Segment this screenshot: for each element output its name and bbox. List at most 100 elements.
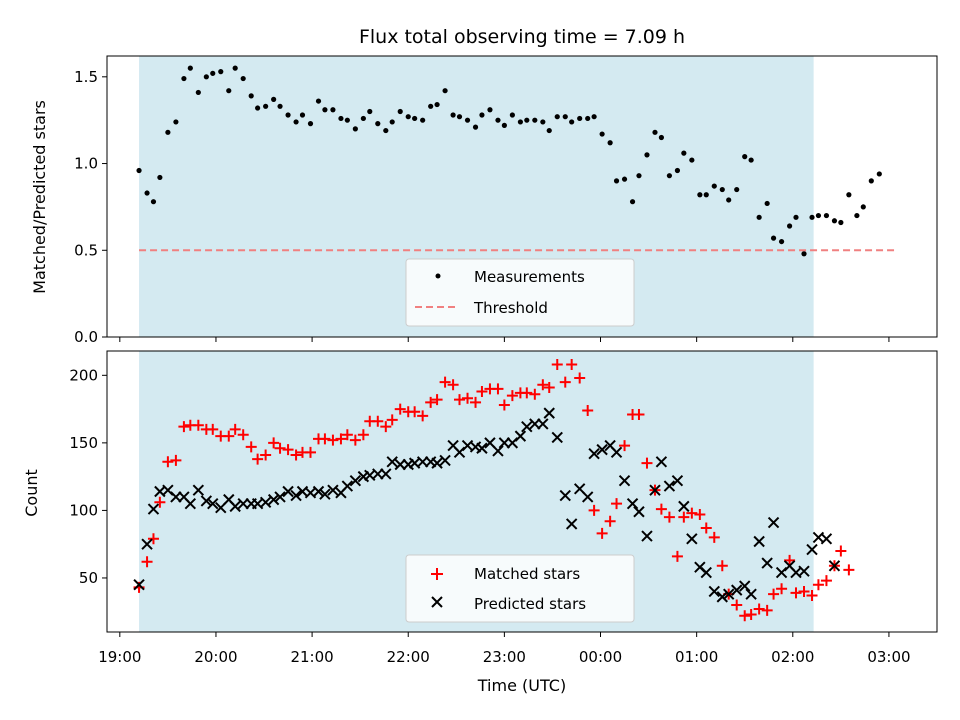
matched-legend-label: Matched stars bbox=[474, 565, 580, 583]
bottom-predicted-point bbox=[439, 454, 451, 467]
bottom-predicted-point bbox=[431, 457, 443, 469]
bottom-predicted-point bbox=[133, 579, 145, 591]
predicted-legend-label: Predicted stars bbox=[474, 595, 586, 613]
top-measurement-point bbox=[472, 124, 479, 130]
bottom-matched-point bbox=[319, 433, 331, 445]
top-measurement-point bbox=[330, 107, 336, 113]
top-measurement-point bbox=[420, 117, 426, 123]
bottom-y-axis-label: Count bbox=[22, 469, 41, 517]
bottom-predicted-point bbox=[700, 566, 712, 579]
bottom-matched-point bbox=[357, 429, 369, 441]
bottom-matched-point bbox=[476, 386, 488, 398]
bottom-predicted-point bbox=[192, 484, 205, 496]
top-measurement-point bbox=[255, 105, 261, 111]
top-legend: Measurements Threshold bbox=[405, 258, 635, 327]
bottom-matched-point bbox=[671, 550, 683, 562]
top-measurement-point bbox=[360, 115, 366, 122]
top-measurement-point bbox=[613, 178, 620, 184]
bottom-y-tick-label: 150 bbox=[69, 434, 98, 452]
top-measurement-point bbox=[689, 157, 695, 163]
bottom-matched-point bbox=[521, 387, 533, 399]
top-measurement-point bbox=[644, 152, 650, 158]
top-measurement-point bbox=[150, 199, 157, 205]
bottom-predicted-point bbox=[476, 442, 488, 454]
bottom-matched-point bbox=[739, 610, 751, 622]
top-measurement-point bbox=[868, 178, 874, 184]
bottom-predicted-point bbox=[678, 500, 690, 513]
bottom-matched-point bbox=[551, 359, 563, 371]
bottom-predicted-point bbox=[551, 431, 563, 444]
bottom-matched-point bbox=[327, 434, 339, 446]
bottom-predicted-point bbox=[649, 484, 661, 496]
bottom-predicted-point bbox=[722, 588, 735, 600]
x-axis-ticks: 19:00 20:00 21:00 22:00 23:00 00:00 01:00 02:00… bbox=[98, 337, 911, 666]
top-measurement-point bbox=[195, 89, 201, 96]
top-measurement-point bbox=[860, 204, 866, 210]
top-y-tick-label: 0.0 bbox=[74, 328, 98, 346]
bottom-matched-point bbox=[812, 579, 824, 591]
top-measurement-point bbox=[786, 223, 793, 229]
bottom-predicted-point bbox=[641, 530, 653, 542]
top-measurement-point bbox=[726, 197, 732, 203]
bottom-predicted-point bbox=[341, 480, 354, 492]
top-measurement-point bbox=[412, 115, 418, 122]
bottom-matched-point bbox=[372, 415, 384, 427]
top-measurement-point bbox=[666, 173, 673, 179]
bottom-y-tick-label: 200 bbox=[69, 366, 98, 384]
top-measurement-point bbox=[742, 154, 748, 160]
bottom-matched-point bbox=[454, 394, 466, 406]
bottom-matched-point bbox=[192, 419, 204, 431]
bottom-predicted-point bbox=[184, 497, 197, 510]
top-measurement-point bbox=[232, 65, 238, 71]
bottom-predicted-point bbox=[671, 474, 684, 487]
top-measurement-point bbox=[562, 114, 568, 120]
measurements-legend-marker bbox=[435, 273, 441, 279]
top-measurement-point bbox=[173, 119, 179, 125]
top-y-tick-label: 1.0 bbox=[74, 155, 98, 173]
bottom-matched-point bbox=[394, 403, 406, 415]
top-measurement-point bbox=[719, 186, 725, 193]
top-measurement-point bbox=[307, 121, 314, 127]
bottom-matched-point bbox=[537, 379, 549, 391]
top-legend-box bbox=[405, 258, 635, 327]
top-measurement-point bbox=[770, 235, 777, 241]
top-measurement-point bbox=[397, 108, 403, 115]
top-measurement-point bbox=[697, 192, 703, 198]
measurements-legend-label: Measurements bbox=[474, 268, 585, 286]
bottom-predicted-point bbox=[806, 543, 818, 556]
bottom-matched-point bbox=[470, 396, 482, 408]
bottom-matched-point bbox=[335, 433, 347, 445]
bottom-matched-point bbox=[784, 554, 796, 566]
bottom-matched-point bbox=[641, 457, 653, 469]
bottom-predicted-point bbox=[753, 535, 765, 548]
top-measurement-point bbox=[322, 107, 328, 113]
bottom-predicted-point bbox=[312, 485, 325, 498]
bottom-predicted-point bbox=[596, 443, 608, 456]
bottom-matched-point bbox=[207, 423, 219, 435]
bottom-matched-point bbox=[604, 515, 616, 527]
top-measurement-point bbox=[540, 119, 546, 125]
x-tick-label: 21:00 bbox=[290, 648, 333, 666]
bottom-predicted-point bbox=[655, 456, 668, 468]
bottom-legend: Matched stars Predicted stars bbox=[405, 554, 635, 623]
bottom-predicted-point bbox=[327, 484, 339, 496]
bottom-matched-point bbox=[386, 414, 398, 426]
bottom-matched-point bbox=[655, 503, 667, 515]
bottom-predicted-point bbox=[229, 500, 241, 513]
top-measurement-point bbox=[554, 114, 560, 120]
top-measurement-point bbox=[210, 70, 216, 76]
bottom-matched-point bbox=[820, 575, 832, 587]
bottom-matched-point bbox=[708, 531, 720, 543]
bottom-matched-point bbox=[417, 410, 429, 422]
top-measurement-point bbox=[591, 114, 597, 120]
bottom-matched-point bbox=[260, 449, 272, 461]
matched-legend-marker bbox=[431, 568, 443, 580]
top-measurement-point bbox=[815, 212, 822, 219]
top-measurement-point bbox=[778, 238, 785, 245]
bottom-matched-point bbox=[341, 429, 353, 441]
bottom-matched-point bbox=[431, 394, 443, 406]
x-tick-label: 23:00 bbox=[483, 648, 526, 666]
top-measurement-point bbox=[293, 119, 299, 125]
bottom-predicted-point bbox=[141, 538, 153, 550]
bottom-matched-point bbox=[290, 449, 302, 461]
